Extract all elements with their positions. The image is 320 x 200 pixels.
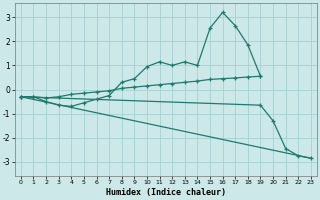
X-axis label: Humidex (Indice chaleur): Humidex (Indice chaleur) — [106, 188, 226, 197]
